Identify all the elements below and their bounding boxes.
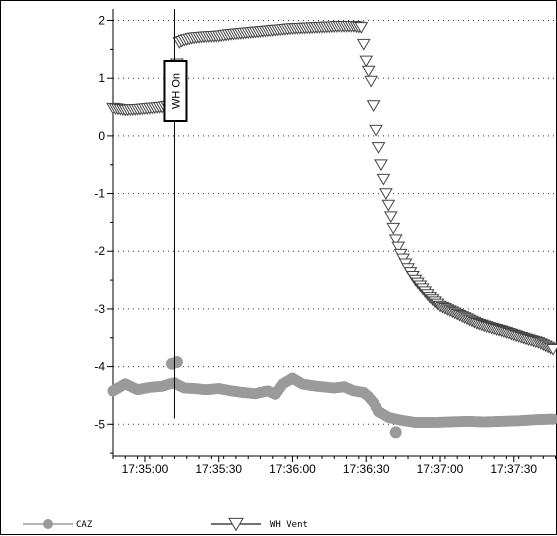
data-point bbox=[375, 160, 387, 170]
legend-item: CAZ bbox=[23, 519, 93, 530]
data-point bbox=[368, 101, 380, 111]
data-point bbox=[370, 125, 382, 135]
data-point bbox=[382, 200, 394, 210]
y-tick-label: 0 bbox=[98, 129, 105, 143]
y-tick-label: 2 bbox=[98, 14, 105, 28]
data-point bbox=[171, 356, 183, 368]
y-tick-label: 1 bbox=[98, 71, 105, 85]
legend-label: WH Vent bbox=[270, 520, 308, 530]
legend-item: WH Vent bbox=[211, 518, 308, 530]
y-tick-label: -4 bbox=[94, 360, 105, 374]
x-tick-label: 17:36:30 bbox=[343, 462, 390, 476]
data-point bbox=[390, 426, 402, 438]
y-tick-label: -1 bbox=[94, 187, 105, 201]
data-point bbox=[380, 189, 392, 199]
data-point bbox=[387, 223, 399, 233]
y-tick-label: -5 bbox=[94, 417, 105, 431]
legend-marker bbox=[43, 519, 53, 529]
x-tick-label: 17:35:00 bbox=[122, 462, 169, 476]
x-tick-label: 17:35:30 bbox=[195, 462, 242, 476]
legend: CAZ WH Vent bbox=[23, 518, 308, 530]
data-point bbox=[363, 66, 375, 76]
x-tick-label: 17:37:30 bbox=[490, 462, 537, 476]
annotation-label: WH On bbox=[170, 73, 182, 109]
data-point bbox=[365, 76, 377, 86]
data-point bbox=[377, 174, 389, 184]
y-tick-label: -2 bbox=[94, 244, 105, 258]
data-point bbox=[360, 56, 372, 66]
data-point bbox=[358, 39, 370, 49]
legend-label: CAZ bbox=[76, 520, 93, 530]
y-tick-label: -3 bbox=[94, 302, 105, 316]
data-point bbox=[373, 143, 385, 153]
data-point bbox=[385, 212, 397, 222]
x-tick-label: 17:36:00 bbox=[269, 462, 316, 476]
x-tick-label: 17:37:00 bbox=[417, 462, 464, 476]
